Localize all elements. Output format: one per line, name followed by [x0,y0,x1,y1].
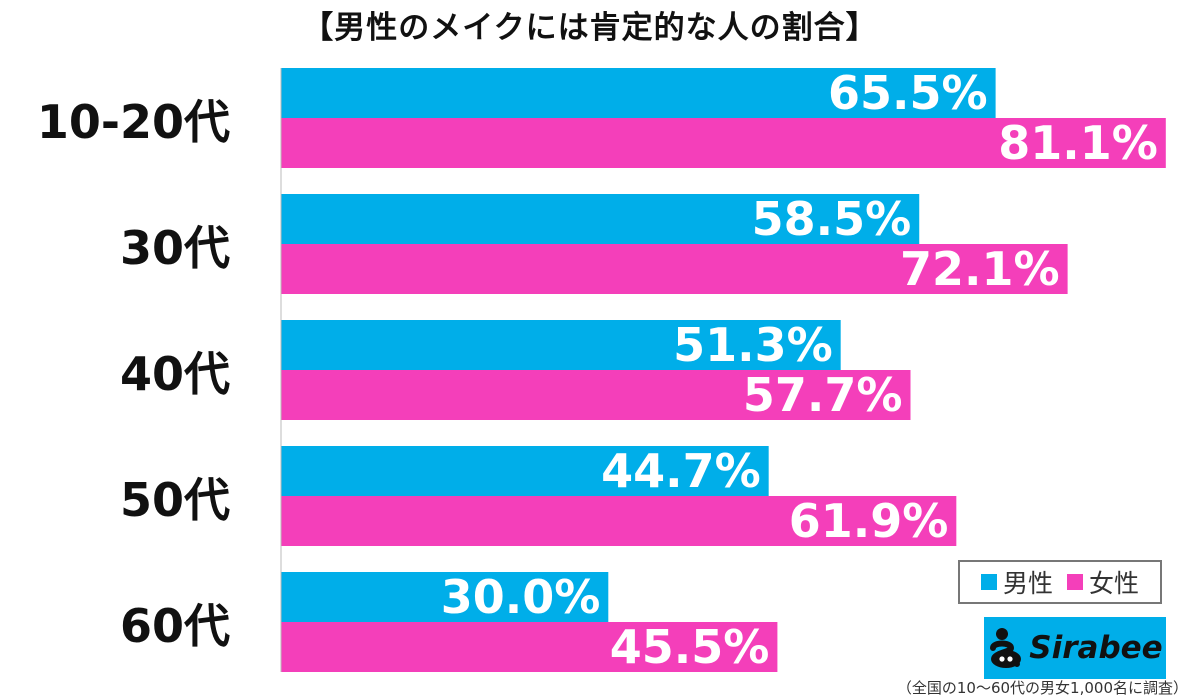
data-label-female: 57.7% [743,368,903,422]
bar-male [281,572,609,622]
bar-male [281,68,996,118]
legend: 男性 女性 [958,560,1162,604]
category-label: 30代 [120,221,230,275]
bar-female [281,622,778,672]
legend-swatch-male [980,574,997,590]
data-label-female: 72.1% [900,242,1060,296]
sirabee-logo-icon [990,628,1022,668]
category-label: 40代 [120,347,230,401]
bar-female [281,370,911,420]
data-label-female: 61.9% [789,494,949,548]
bar-male [281,194,920,244]
data-label-male: 58.5% [752,192,912,246]
legend-label-female: 女性 [1089,569,1140,598]
bar-female [281,496,957,546]
legend-item-female: 女性 [1067,564,1139,600]
legend-swatch-female [1067,574,1083,590]
bar-male [281,446,769,496]
legend-item-male: 男性 [980,564,1053,600]
category-label: 50代 [120,473,230,527]
bar-male [281,320,841,370]
bar-female [281,244,1068,294]
logo-text: Sirabee [1029,630,1163,666]
category-label: 10-20代 [37,95,230,149]
data-label-male: 65.5% [828,66,988,120]
data-label-male: 44.7% [601,444,761,498]
category-label: 60代 [120,599,230,653]
legend-label-male: 男性 [1002,569,1053,598]
sirabee-logo: Sirabee [984,617,1166,679]
data-label-male: 30.0% [441,570,601,624]
source-note: （全国の10～60代の男女1,000名に調査） [896,679,1188,697]
data-label-male: 51.3% [673,318,833,372]
data-label-female: 45.5% [610,620,770,674]
bar-female [281,118,1166,168]
chart-title: 【男性のメイクには肯定的な人の割合】 [302,10,878,46]
data-label-female: 81.1% [998,116,1158,170]
